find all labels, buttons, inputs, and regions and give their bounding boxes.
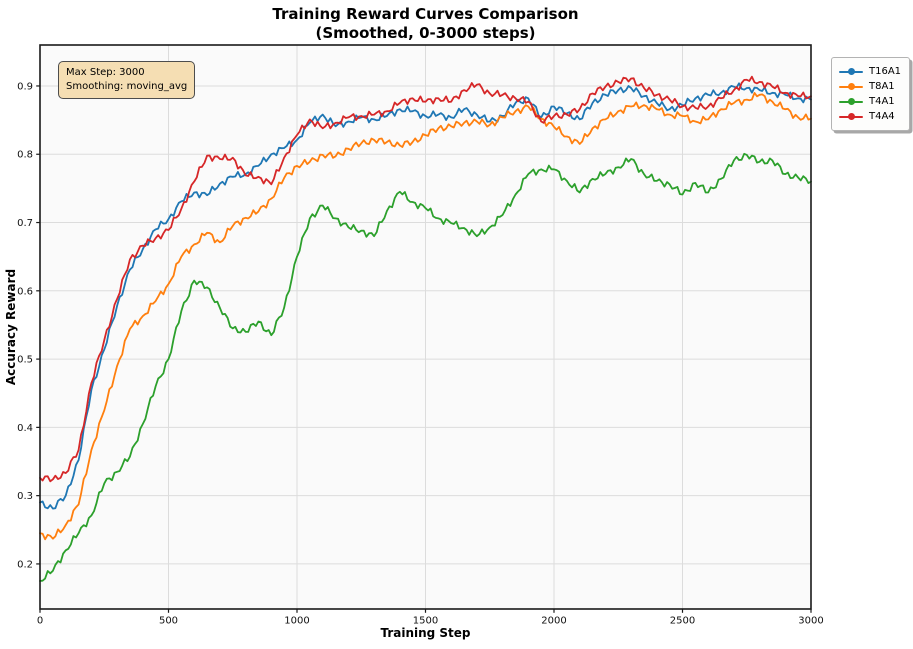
annotation-box: Max Step: 3000 Smoothing: moving_avg [58,61,196,99]
legend-label: T4A1 [869,96,895,107]
y-tick-label-0.5: 0.5 [17,355,33,366]
legend-entry-T4A4: T4A4 [839,109,901,124]
legend: T16A1 T8A1 T4A1 T4A4 [831,57,911,131]
y-tick-label-0.2: 0.2 [17,559,33,570]
x-tick-label-500: 500 [159,616,178,627]
legend-label: T16A1 [869,66,902,77]
y-tick-label-0.4: 0.4 [17,423,33,434]
legend-entry-T8A1: T8A1 [839,79,901,94]
x-tick-label-2500: 2500 [670,616,695,627]
y-tick-label-0.9: 0.9 [17,81,33,92]
x-tick-label-1000: 1000 [284,616,309,627]
annotation-line1: Max Step: 3000 [66,67,145,78]
x-axis-label: Training Step [380,626,471,640]
series-line-T8A1 [39,92,812,541]
annotation-line2: Smoothing: moving_avg [66,81,188,92]
y-tick-label-0.6: 0.6 [17,286,33,297]
tick-marks [36,85,812,613]
chart-title-line2: (Smoothed, 0-3000 steps) [315,24,536,42]
y-tick-label-0.8: 0.8 [17,150,33,161]
legend-entry-T4A1: T4A1 [839,94,901,109]
y-axis-label: Accuracy Reward [4,268,18,386]
x-tick-label-3000: 3000 [798,616,823,627]
series-line-T4A4 [39,75,812,483]
tick-labels: 0 500 1000 1500 2000 2500 3000 0.2 0.3 0.4 0.5 0.6 0… [17,81,824,626]
y-tick-label-0.3: 0.3 [17,491,33,502]
x-tick-label-1500: 1500 [413,616,438,627]
legend-line-marker-icon [839,67,863,77]
x-tick-label-2000: 2000 [541,616,566,627]
x-tick-label-0: 0 [37,616,43,627]
series-line-T16A1 [39,82,812,510]
legend-entry-T16A1: T16A1 [839,64,901,79]
chart-title: Training Reward Curves Comparison (Smoot… [40,5,811,43]
legend-line-marker-icon [839,112,863,122]
legend-line-marker-icon [839,82,863,92]
legend-label: T4A4 [869,111,895,122]
chart-title-line1: Training Reward Curves Comparison [272,5,579,23]
legend-line-marker-icon [839,97,863,107]
y-tick-label-0.7: 0.7 [17,218,33,229]
legend-label: T8A1 [869,81,895,92]
series-line-T4A1 [39,152,812,582]
